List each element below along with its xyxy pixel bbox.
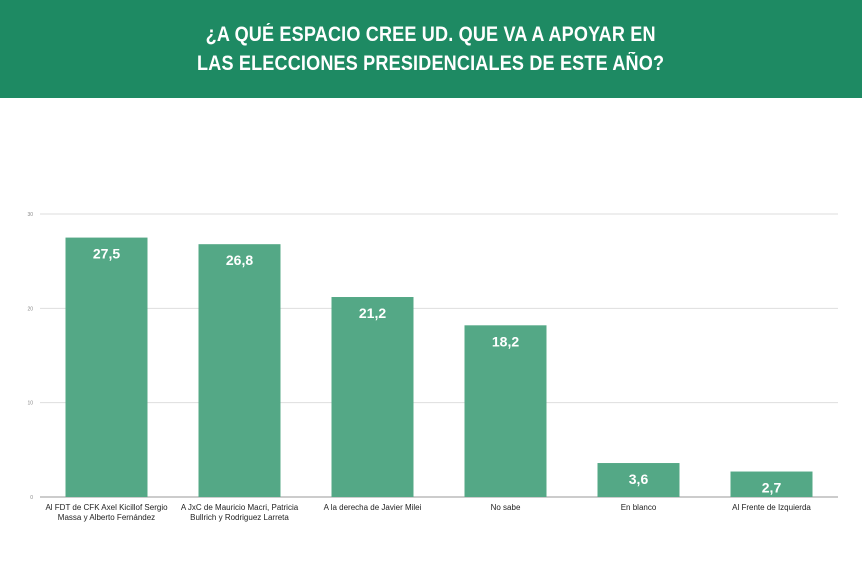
bar	[597, 463, 680, 497]
category-label: En blanco	[621, 503, 657, 512]
y-tick-label: 30	[27, 212, 33, 218]
bar	[730, 471, 813, 497]
bar	[464, 325, 547, 497]
y-tick-label: 20	[27, 306, 33, 312]
chart-title-line-1: ¿A QUÉ ESPACIO CREE UD. QUE VA A APOYAR …	[205, 23, 657, 46]
bar	[198, 244, 281, 497]
data-label: 27,5	[93, 246, 120, 262]
category-label: Bullrich y Rodriguez Larreta	[190, 513, 289, 522]
category-label: A JxC de Mauricio Macri, Patricia	[181, 503, 299, 512]
category-label: Al Frente de Izquierda	[732, 503, 811, 512]
category-label: No sabe	[491, 503, 521, 512]
data-label: 26,8	[226, 252, 253, 268]
y-tick-label: 10	[27, 401, 33, 407]
bar	[65, 237, 148, 498]
category-label: Massa y Alberto Fernández	[58, 513, 155, 522]
category-label: A la derecha de Javier Milei	[324, 503, 422, 512]
data-label: 21,2	[359, 305, 386, 321]
data-label: 3,6	[629, 471, 649, 487]
bar	[331, 297, 414, 497]
title-banner: ¿A QUÉ ESPACIO CREE UD. QUE VA A APOYAR …	[0, 0, 862, 98]
data-label: 18,2	[492, 333, 519, 349]
chart-title-line-2: LAS ELECCIONES PRESIDENCIALES DE ESTE AÑ…	[197, 52, 665, 75]
category-label: Al FDT de CFK Axel Kicillof Sergio	[45, 503, 168, 512]
y-tick-label: 0	[30, 495, 33, 501]
data-label: 2,7	[762, 480, 782, 496]
